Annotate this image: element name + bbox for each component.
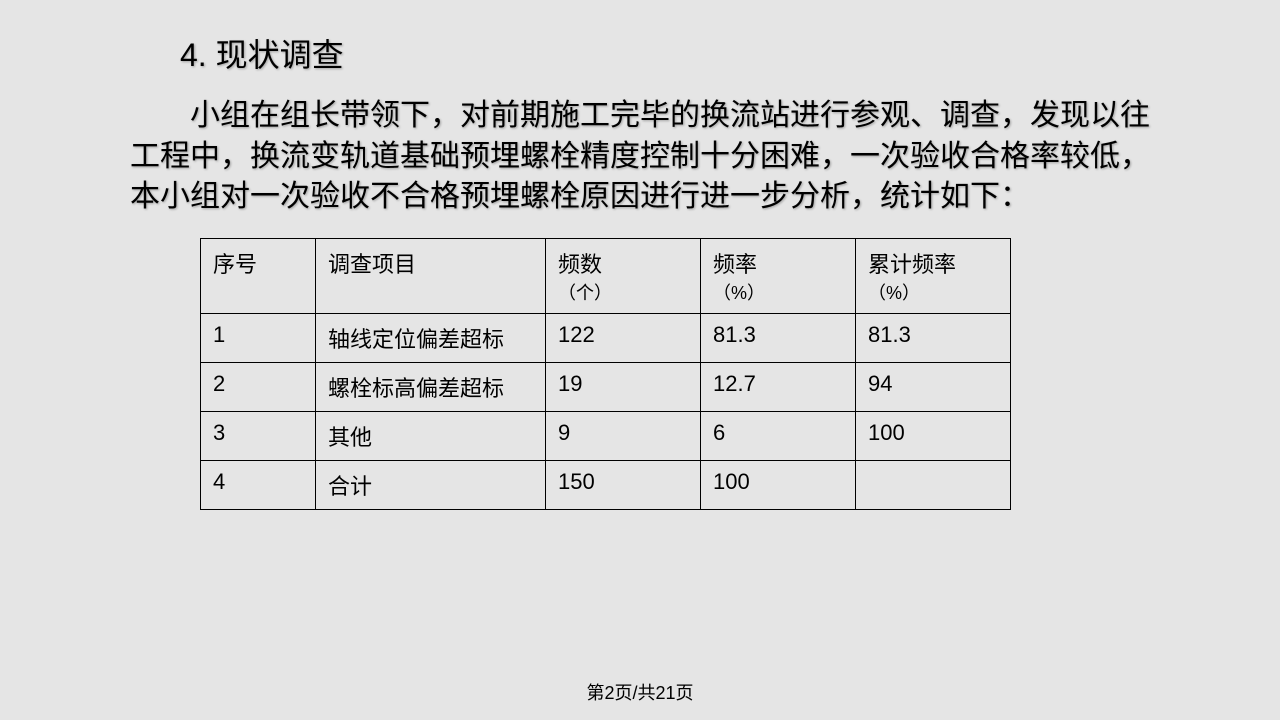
cell-seq: 3 <box>201 411 316 460</box>
cell-seq: 2 <box>201 362 316 411</box>
table-row: 3 其他 9 6 100 <box>201 411 1011 460</box>
cell-freq: 12.7 <box>701 362 856 411</box>
cell-seq: 4 <box>201 460 316 509</box>
cell-count: 150 <box>546 460 701 509</box>
section-heading: 4. 现状调查 <box>180 30 1150 76</box>
cell-item: 螺栓标高偏差超标 <box>316 362 546 411</box>
table-header-row: 序号 调查项目 频数 （个） 频率 （%） 累计频率 （%） <box>201 238 1011 313</box>
header-seq: 序号 <box>201 238 316 313</box>
cell-item: 其他 <box>316 411 546 460</box>
cell-cum <box>856 460 1011 509</box>
slide-container: 4. 现状调查 小组在组长带领下，对前期施工完毕的换流站进行参观、调查，发现以往… <box>0 0 1280 720</box>
table-row: 4 合计 150 100 <box>201 460 1011 509</box>
header-freq: 频率 （%） <box>701 238 856 313</box>
cell-freq: 6 <box>701 411 856 460</box>
header-freq-label: 频率 <box>713 252 757 277</box>
header-item-label: 调查项目 <box>328 252 416 277</box>
cell-cum: 100 <box>856 411 1011 460</box>
table-row: 1 轴线定位偏差超标 122 81.3 81.3 <box>201 313 1011 362</box>
header-cum-unit: （%） <box>868 283 920 303</box>
table-row: 2 螺栓标高偏差超标 19 12.7 94 <box>201 362 1011 411</box>
cell-freq: 81.3 <box>701 313 856 362</box>
cell-freq: 100 <box>701 460 856 509</box>
page-footer: 第2页/共21页 <box>586 679 693 705</box>
header-cum-label: 累计频率 <box>868 252 956 277</box>
table-container: 序号 调查项目 频数 （个） 频率 （%） 累计频率 （%） <box>200 238 1150 510</box>
header-freq-unit: （%） <box>713 283 765 303</box>
header-count-unit: （个） <box>558 283 612 303</box>
header-count-label: 频数 <box>558 252 602 277</box>
header-seq-label: 序号 <box>213 252 257 277</box>
cell-count: 122 <box>546 313 701 362</box>
body-paragraph: 小组在组长带领下，对前期施工完毕的换流站进行参观、调查，发现以往工程中，换流变轨… <box>130 96 1150 218</box>
header-count: 频数 （个） <box>546 238 701 313</box>
header-item: 调查项目 <box>316 238 546 313</box>
cell-item: 轴线定位偏差超标 <box>316 313 546 362</box>
cell-seq: 1 <box>201 313 316 362</box>
cell-cum: 94 <box>856 362 1011 411</box>
survey-table: 序号 调查项目 频数 （个） 频率 （%） 累计频率 （%） <box>200 238 1011 510</box>
cell-count: 19 <box>546 362 701 411</box>
header-cum: 累计频率 （%） <box>856 238 1011 313</box>
cell-cum: 81.3 <box>856 313 1011 362</box>
cell-item: 合计 <box>316 460 546 509</box>
cell-count: 9 <box>546 411 701 460</box>
